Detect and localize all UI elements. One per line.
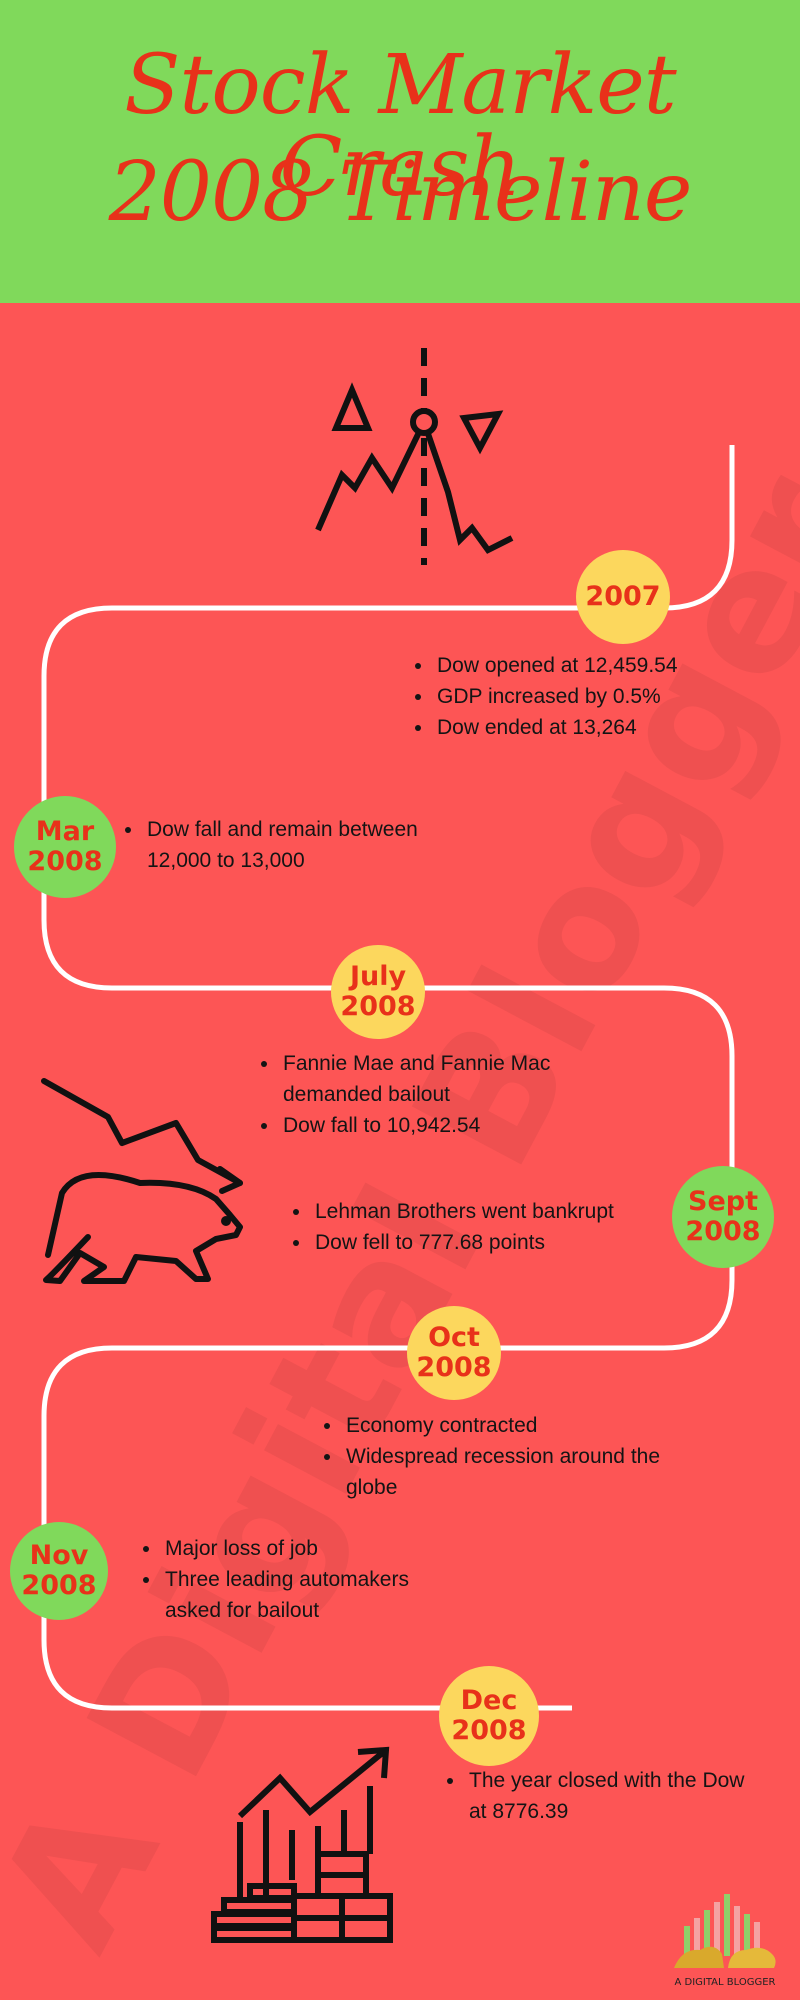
brand-logo-text: A DIGITAL BLOGGER xyxy=(674,1977,776,1988)
badge-dec-2008: Dec 2008 xyxy=(439,1666,539,1766)
list-item: Major loss of job xyxy=(137,1533,457,1564)
event-2007-points: Dow opened at 12,459.54 GDP increased by… xyxy=(409,650,769,743)
badge-july-month: July xyxy=(349,960,407,992)
list-item: The year closed with the Dow at 8776.39 xyxy=(441,1765,761,1827)
badge-july-2008: July 2008 xyxy=(331,945,425,1039)
list-item: Dow fall to 10,942.54 xyxy=(255,1110,575,1141)
badge-sept-2008: Sept 2008 xyxy=(672,1166,774,1268)
badge-sept-year: 2008 xyxy=(685,1216,761,1247)
badge-nov-month: Nov xyxy=(29,1539,89,1571)
badge-nov-2008: Nov 2008 xyxy=(10,1522,108,1620)
market-peak-chart-icon xyxy=(315,348,514,565)
badge-dec-month: Dec xyxy=(460,1684,518,1716)
badge-oct-2008: Oct 2008 xyxy=(407,1306,501,1400)
badge-nov-year: 2008 xyxy=(21,1570,97,1601)
bull-bear-chart-logo-icon xyxy=(674,1894,776,1968)
badge-mar-2008: Mar 2008 xyxy=(14,796,116,898)
event-sept-2008-points: Lehman Brothers went bankrupt Dow fell t… xyxy=(287,1196,677,1258)
badge-2007-label: 2007 xyxy=(585,580,661,612)
bear-market-icon xyxy=(41,1078,243,1284)
list-item: Three leading automakers asked for bailo… xyxy=(137,1564,457,1626)
badge-mar-year: 2008 xyxy=(27,846,103,877)
header-banner: Stock Market Crash 2008 Timeline xyxy=(0,0,800,303)
event-nov-2008-points: Major loss of job Three leading automake… xyxy=(137,1533,457,1626)
list-item: Dow ended at 13,264 xyxy=(409,712,769,743)
title-line-2: 2008 Timeline xyxy=(108,145,693,240)
list-item: Lehman Brothers went bankrupt xyxy=(287,1196,677,1227)
list-item: Widespread recession around the globe xyxy=(318,1441,688,1503)
growth-chart-coins-icon xyxy=(211,1746,393,1943)
badge-2007: 2007 xyxy=(576,550,670,644)
badge-mar-month: Mar xyxy=(35,815,95,847)
list-item: Dow opened at 12,459.54 xyxy=(409,650,769,681)
list-item: Dow fall and remain between 12,000 to 13… xyxy=(119,814,439,876)
event-mar-2008-points: Dow fall and remain between 12,000 to 13… xyxy=(119,814,439,876)
badge-oct-year: 2008 xyxy=(416,1352,492,1383)
event-july-2008-points: Fannie Mae and Fannie Mac demanded bailo… xyxy=(255,1048,575,1141)
brand-logo: A DIGITAL BLOGGER xyxy=(664,1888,786,1988)
list-item: Fannie Mae and Fannie Mac demanded bailo… xyxy=(255,1048,575,1110)
event-dec-2008-points: The year closed with the Dow at 8776.39 xyxy=(441,1765,761,1827)
list-item: Dow fell to 777.68 points xyxy=(287,1227,677,1258)
badge-july-year: 2008 xyxy=(340,991,416,1022)
badge-oct-month: Oct xyxy=(428,1321,480,1353)
title-line-1: Stock Market Crash xyxy=(124,38,676,215)
event-oct-2008-points: Economy contracted Widespread recession … xyxy=(318,1410,688,1503)
list-item: GDP increased by 0.5% xyxy=(409,681,769,712)
list-item: Economy contracted xyxy=(318,1410,688,1441)
badge-dec-year: 2008 xyxy=(451,1715,527,1746)
badge-sept-month: Sept xyxy=(688,1185,758,1217)
